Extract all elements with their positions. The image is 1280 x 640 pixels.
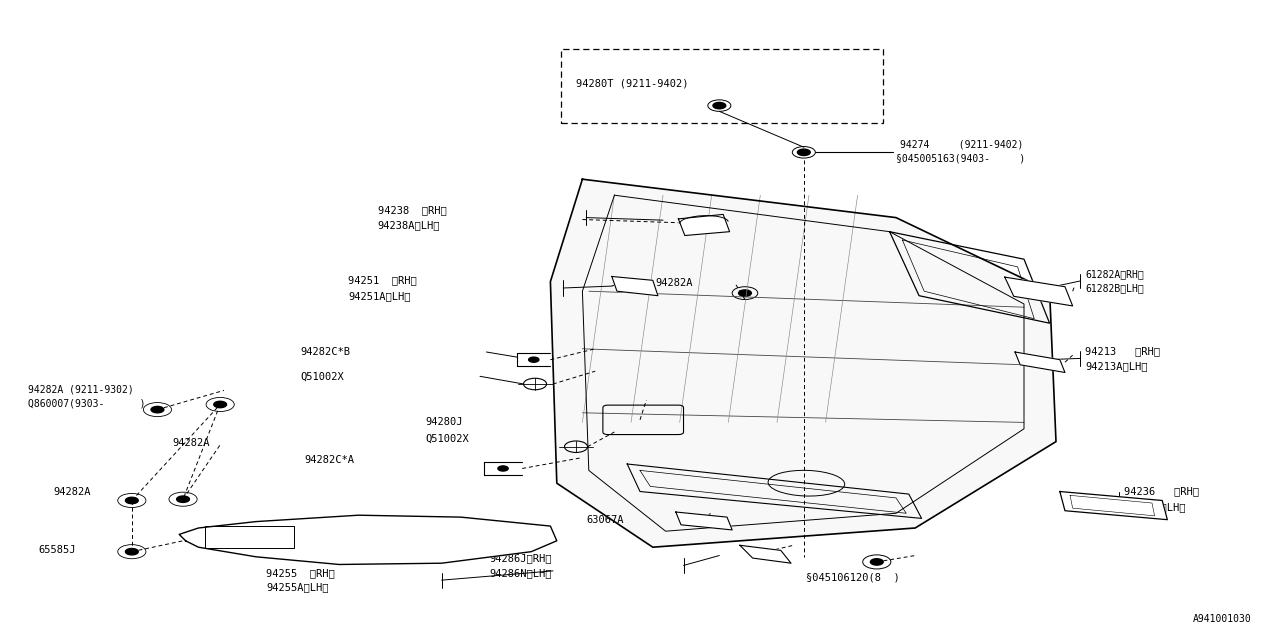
Text: 94286J〈RH〉: 94286J〈RH〉 — [489, 553, 552, 563]
Text: 94282A: 94282A — [173, 438, 210, 448]
Circle shape — [151, 406, 164, 413]
Polygon shape — [1015, 352, 1065, 372]
Text: A941001030: A941001030 — [1193, 614, 1252, 624]
Text: 63067A: 63067A — [586, 515, 623, 525]
Text: Q51002X: Q51002X — [425, 433, 468, 444]
Text: Q51002X: Q51002X — [301, 371, 344, 381]
Text: §045106120(8  ): §045106120(8 ) — [806, 572, 900, 582]
Text: 94236A〈LH〉: 94236A〈LH〉 — [1124, 502, 1187, 512]
Text: 94282C*B: 94282C*B — [301, 347, 351, 357]
Polygon shape — [1060, 492, 1167, 520]
Text: 94251A〈LH〉: 94251A〈LH〉 — [348, 291, 411, 301]
Circle shape — [125, 548, 138, 555]
Polygon shape — [1005, 277, 1073, 306]
Polygon shape — [740, 545, 791, 563]
Text: 94251  〈RH〉: 94251 〈RH〉 — [348, 275, 417, 285]
Circle shape — [797, 149, 810, 156]
Text: 94280J: 94280J — [425, 417, 462, 428]
Text: 94213A〈LH〉: 94213A〈LH〉 — [1085, 361, 1148, 371]
Text: 94238  〈RH〉: 94238 〈RH〉 — [378, 205, 447, 215]
Text: 94274     (9211-9402): 94274 (9211-9402) — [900, 139, 1023, 149]
Polygon shape — [678, 214, 730, 236]
Text: §045005163(9403-     ): §045005163(9403- ) — [896, 154, 1025, 164]
Text: 94236   〈RH〉: 94236 〈RH〉 — [1124, 486, 1199, 497]
Text: 94282A: 94282A — [54, 486, 91, 497]
Circle shape — [739, 290, 751, 296]
Text: 94255  〈RH〉: 94255 〈RH〉 — [266, 568, 335, 578]
Polygon shape — [550, 179, 1056, 547]
Text: 94280T (9211-9402): 94280T (9211-9402) — [576, 78, 689, 88]
Text: Q860007(9303-      ): Q860007(9303- ) — [28, 398, 146, 408]
Text: 94238A〈LH〉: 94238A〈LH〉 — [378, 220, 440, 230]
Text: 94286N〈LH〉: 94286N〈LH〉 — [489, 568, 552, 578]
Polygon shape — [676, 512, 732, 530]
Circle shape — [177, 496, 189, 502]
Text: 94282A: 94282A — [655, 278, 692, 288]
Text: 94255A〈LH〉: 94255A〈LH〉 — [266, 582, 329, 593]
Circle shape — [498, 466, 508, 471]
Polygon shape — [612, 276, 658, 296]
Circle shape — [713, 102, 726, 109]
Text: 94213   〈RH〉: 94213 〈RH〉 — [1085, 346, 1161, 356]
Text: 61282B〈LH〉: 61282B〈LH〉 — [1085, 283, 1144, 293]
Circle shape — [214, 401, 227, 408]
Text: 61282A〈RH〉: 61282A〈RH〉 — [1085, 269, 1144, 279]
Text: 65585J: 65585J — [38, 545, 76, 556]
Circle shape — [529, 357, 539, 362]
Text: 94282A (9211-9302): 94282A (9211-9302) — [28, 384, 134, 394]
Polygon shape — [179, 515, 557, 564]
Circle shape — [125, 497, 138, 504]
Text: 94282C*A: 94282C*A — [305, 454, 355, 465]
Circle shape — [870, 559, 883, 565]
